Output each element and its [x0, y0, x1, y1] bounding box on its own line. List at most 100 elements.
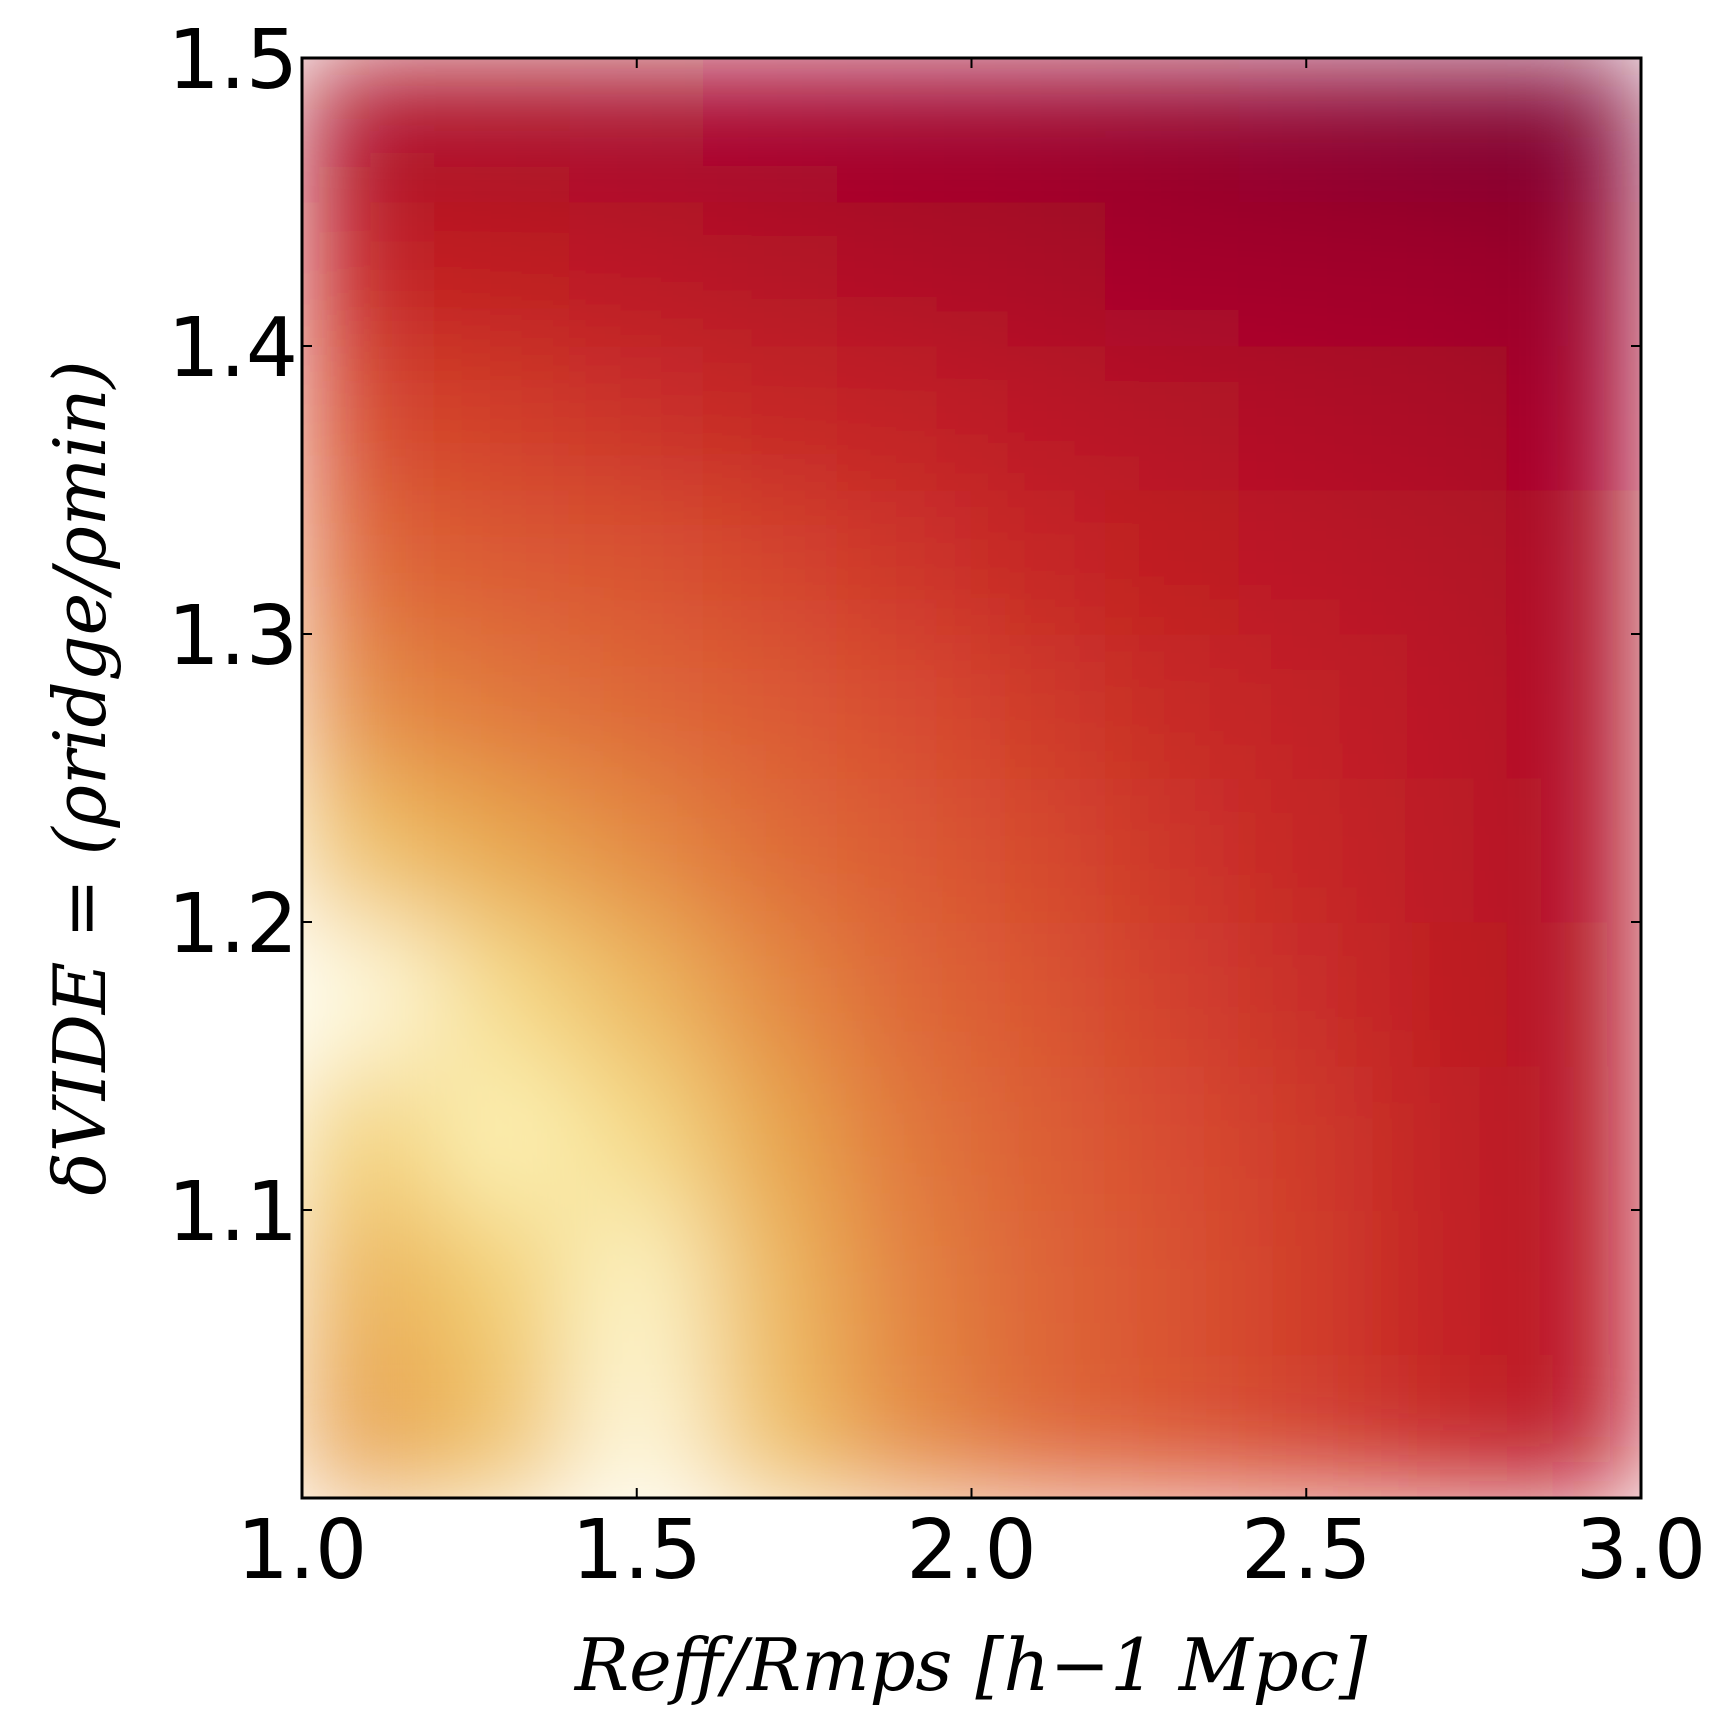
heatmap-cell [971, 201, 1106, 347]
heatmap-cell [1372, 489, 1508, 635]
heatmap-cell [569, 1209, 705, 1355]
heatmap-cell [1372, 921, 1508, 1067]
heatmap-cell [1506, 1065, 1641, 1211]
heatmap-cell [1238, 58, 1374, 203]
heatmap-cell [703, 58, 839, 203]
heatmap-cell [1372, 777, 1508, 923]
heatmap-cell [1238, 489, 1374, 635]
heatmap-cell [435, 345, 571, 491]
heatmap-cell [703, 1209, 839, 1355]
y-tick-label: 1.3 [168, 589, 298, 684]
heatmap-cell [435, 1065, 571, 1211]
heatmap-cells [302, 58, 1641, 1498]
heatmap-cell [302, 921, 437, 1067]
heatmap-cell [1372, 1209, 1508, 1355]
heatmap-cell [1104, 1353, 1240, 1498]
heatmap-cell [435, 921, 571, 1067]
heatmap-cell [837, 777, 972, 923]
heatmap-cell [1506, 345, 1641, 491]
heatmap-cell [1238, 1065, 1374, 1211]
heatmap-cell [837, 489, 972, 635]
heatmap-cell [435, 777, 571, 923]
heatmap-cell [569, 1353, 705, 1498]
heatmap-cell [1506, 633, 1641, 779]
heatmap-cell [1372, 1065, 1508, 1211]
heatmap-cell [1104, 633, 1240, 779]
heatmap-cell [703, 345, 839, 491]
heatmap-cell [569, 633, 705, 779]
heatmap-cell [435, 201, 571, 347]
heatmap-cell [703, 1065, 839, 1211]
heatmap-cell [1238, 201, 1374, 347]
heatmap-cell [302, 1353, 437, 1498]
heatmap-cell [837, 58, 972, 203]
heatmap-cell [1506, 201, 1641, 347]
heatmap-cell [837, 921, 972, 1067]
y-tick-label: 1.1 [168, 1165, 298, 1260]
heatmap-cell [703, 921, 839, 1067]
heatmap-cell [569, 921, 705, 1067]
heatmap-cell [1238, 921, 1374, 1067]
heatmap-cell [837, 633, 972, 779]
heatmap-cell [569, 1065, 705, 1211]
heatmap-cell [1104, 201, 1240, 347]
heatmap [302, 58, 1641, 1498]
heatmap-cell [971, 633, 1106, 779]
heatmap-cell [703, 1353, 839, 1498]
heatmap-cell [1506, 777, 1641, 923]
heatmap-cell [1104, 1065, 1240, 1211]
x-tick-label: 3.0 [1576, 1503, 1706, 1598]
heatmap-cell [302, 345, 437, 491]
heatmap-cell [302, 633, 437, 779]
heatmap-cell [837, 1353, 972, 1498]
x-axis-label: Reff/Rmps [h−1 Mpc] [573, 1623, 1368, 1707]
heatmap-cell [971, 489, 1106, 635]
heatmap-cell [1104, 58, 1240, 203]
heatmap-cell [435, 58, 571, 203]
heatmap-cell [1104, 1209, 1240, 1355]
x-tick-label: 1.5 [572, 1503, 702, 1598]
heatmap-cell [569, 201, 705, 347]
heatmap-cell [569, 58, 705, 203]
heatmap-cell [1238, 633, 1374, 779]
heatmap-cell [302, 777, 437, 923]
heatmap-cell [1104, 345, 1240, 491]
heatmap-cell [837, 1209, 972, 1355]
axes: 1.0 1.5 2.0 2.5 3.0 1.1 1.2 1.3 1.4 1.5 [168, 13, 1707, 1598]
heatmap-cell [435, 1353, 571, 1498]
heatmap-cell [1372, 58, 1508, 203]
heatmap-cell [837, 345, 972, 491]
heatmap-cell [1372, 1353, 1508, 1498]
heatmap-cell [837, 201, 972, 347]
heatmap-cell [971, 345, 1106, 491]
heatmap-cell [1238, 777, 1374, 923]
heatmap-cell [1506, 921, 1641, 1067]
heatmap-cell [971, 921, 1106, 1067]
heatmap-cell [1506, 1209, 1641, 1355]
heatmap-cell [1238, 345, 1374, 491]
heatmap-cell [1372, 633, 1508, 779]
heatmap-cell [971, 1065, 1106, 1211]
heatmap-cell [435, 633, 571, 779]
heatmap-cell [569, 777, 705, 923]
heatmap-cell [1506, 489, 1641, 635]
heatmap-cell [703, 777, 839, 923]
heatmap-cell [435, 489, 571, 635]
heatmap-cell [971, 58, 1106, 203]
heatmap-cell [1372, 345, 1508, 491]
x-tick-label: 1.0 [237, 1503, 367, 1598]
y-axis-label: δVIDE = (ρridge/ρmin) [38, 360, 122, 1195]
x-tick-label: 2.5 [1241, 1503, 1371, 1598]
heatmap-cell [703, 489, 839, 635]
heatmap-cell [971, 1209, 1106, 1355]
heatmap-cell [1506, 58, 1641, 203]
heatmap-cell [1238, 1353, 1374, 1498]
y-tick-label: 1.5 [168, 13, 298, 108]
heatmap-cell [837, 1065, 972, 1211]
heatmap-cell [1104, 489, 1240, 635]
heatmap-cell [703, 633, 839, 779]
heatmap-cell [302, 489, 437, 635]
heatmap-cell [302, 201, 437, 347]
heatmap-cell [302, 58, 437, 203]
